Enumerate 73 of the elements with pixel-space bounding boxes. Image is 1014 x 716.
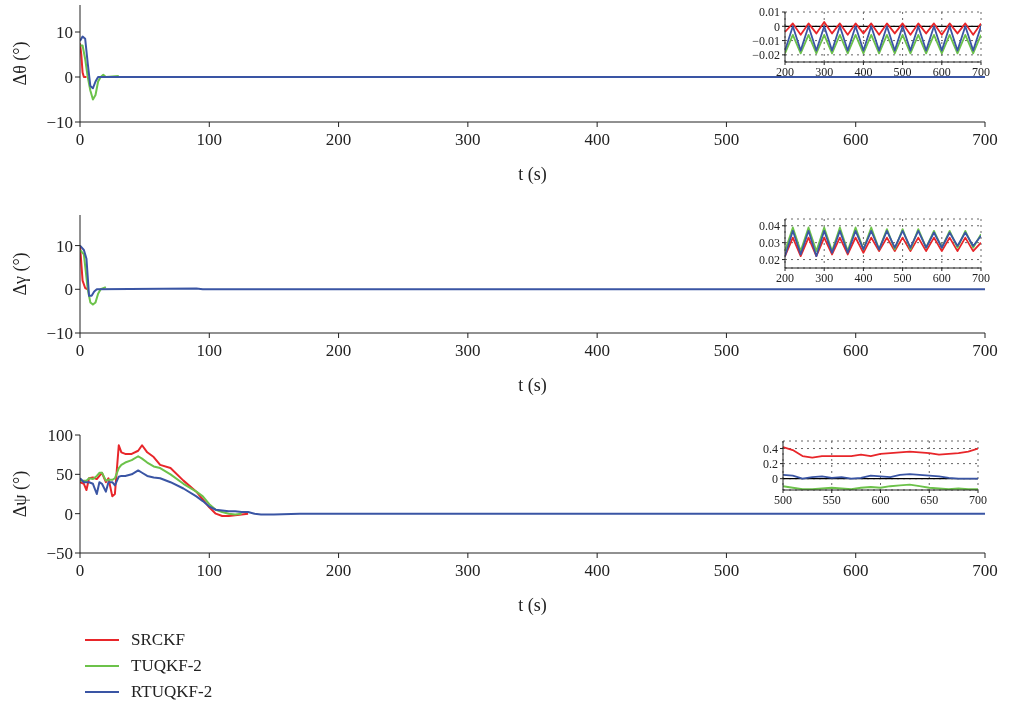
x-tick-label: 200 bbox=[776, 64, 794, 79]
x-axis-title: t (s) bbox=[518, 595, 547, 616]
x-tick-label: 550 bbox=[822, 492, 841, 507]
line-series bbox=[80, 44, 120, 101]
x-tick-label: 200 bbox=[325, 341, 352, 361]
x-tick-label: 400 bbox=[584, 341, 610, 361]
y-tick-label: −50 bbox=[46, 544, 73, 564]
x-tick-label: 400 bbox=[854, 270, 873, 285]
x-tick-label: 200 bbox=[776, 270, 794, 285]
x-tick-label: 500 bbox=[893, 64, 912, 79]
y-tick-label: 0 bbox=[772, 471, 778, 486]
x-tick-label: 400 bbox=[584, 561, 610, 581]
x-tick-label: 300 bbox=[455, 130, 481, 150]
line-series bbox=[785, 229, 981, 258]
x-tick-label: 200 bbox=[325, 561, 352, 581]
x-tick-label: 300 bbox=[455, 341, 481, 361]
legend-label: RTUQKF-2 bbox=[131, 682, 213, 702]
x-tick-label: 600 bbox=[932, 270, 951, 285]
y-tick-label: 10 bbox=[56, 23, 73, 43]
x-tick-label: 700 bbox=[969, 492, 987, 507]
x-tick-label: 600 bbox=[932, 64, 951, 79]
x-tick-label: 500 bbox=[713, 341, 740, 361]
x-tick-label: 500 bbox=[893, 270, 912, 285]
x-tick-label: 400 bbox=[854, 64, 873, 79]
x-tick-label: 650 bbox=[920, 492, 939, 507]
y-tick-label: 0.04 bbox=[759, 219, 780, 234]
x-tick-label: 600 bbox=[842, 561, 869, 581]
y-tick-label: 0 bbox=[774, 19, 780, 34]
y-tick-label: 100 bbox=[47, 426, 73, 446]
x-tick-label: 100 bbox=[196, 130, 223, 150]
line-series bbox=[783, 446, 978, 459]
y-axis-title: Δγ (°) bbox=[10, 252, 32, 296]
x-tick-label: 100 bbox=[196, 561, 223, 581]
y-tick-label: 10 bbox=[56, 236, 73, 256]
y-tick-label: 0.02 bbox=[759, 252, 780, 267]
x-tick-label: 600 bbox=[842, 341, 869, 361]
legend-label: TUQKF-2 bbox=[131, 656, 202, 676]
line-series bbox=[785, 21, 981, 36]
line-series bbox=[80, 469, 985, 516]
y-tick-label: 0.01 bbox=[759, 5, 780, 20]
line-series bbox=[785, 236, 981, 258]
x-axis-title: t (s) bbox=[518, 164, 547, 185]
x-tick-label: 600 bbox=[871, 492, 890, 507]
x-tick-label: 700 bbox=[972, 561, 998, 581]
y-tick-label: −0.02 bbox=[752, 48, 780, 63]
x-tick-label: 500 bbox=[713, 130, 740, 150]
x-tick-label: 300 bbox=[815, 64, 834, 79]
x-tick-label: 200 bbox=[325, 130, 352, 150]
y-tick-label: 0.03 bbox=[759, 235, 780, 250]
legend-label: SRCKF bbox=[131, 630, 185, 650]
x-tick-label: 300 bbox=[455, 561, 481, 581]
x-tick-label: 700 bbox=[972, 130, 998, 150]
x-tick-label: 300 bbox=[815, 270, 834, 285]
x-tick-label: 700 bbox=[972, 341, 998, 361]
y-axis-title: Δθ (°) bbox=[10, 41, 32, 86]
x-tick-label: 500 bbox=[713, 561, 740, 581]
y-tick-label: 0.4 bbox=[763, 441, 778, 456]
x-tick-label: 400 bbox=[584, 130, 610, 150]
line-series bbox=[80, 444, 250, 518]
line-series bbox=[80, 455, 243, 516]
y-axis-title: Δψ (°) bbox=[10, 470, 32, 518]
y-tick-label: 50 bbox=[56, 465, 73, 485]
y-tick-label: −10 bbox=[46, 324, 73, 344]
x-tick-label: 600 bbox=[842, 130, 869, 150]
x-tick-label: 500 bbox=[774, 492, 792, 507]
y-tick-label: −10 bbox=[46, 113, 73, 133]
x-tick-label: 100 bbox=[196, 341, 223, 361]
x-tick-label: 700 bbox=[972, 270, 990, 285]
y-tick-label: −0.01 bbox=[752, 33, 780, 48]
line-series bbox=[80, 248, 107, 306]
x-tick-label: 700 bbox=[972, 64, 990, 79]
y-tick-label: 0.2 bbox=[763, 456, 778, 471]
x-axis-title: t (s) bbox=[518, 375, 547, 396]
